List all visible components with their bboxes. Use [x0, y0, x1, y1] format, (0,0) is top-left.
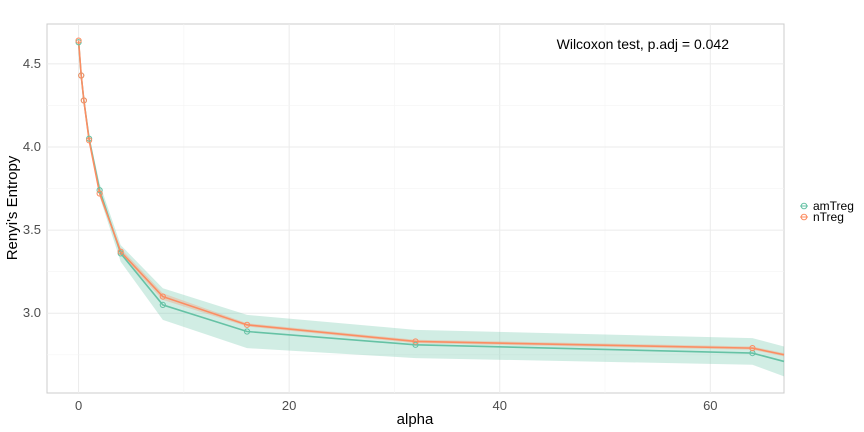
wilcoxon-annotation: Wilcoxon test, p.adj = 0.042 — [557, 36, 730, 52]
series-lines — [77, 40, 785, 363]
y-tick-label: 3.5 — [23, 222, 41, 237]
amTreg-point — [159, 301, 166, 309]
y-axis-title: Renyi's Entropy — [4, 155, 21, 260]
grid-lines — [47, 24, 784, 393]
y-tick-label: 4.0 — [23, 139, 41, 154]
nTreg-point — [412, 338, 419, 345]
nTreg-point — [159, 293, 166, 300]
x-tick-label: 20 — [282, 398, 296, 413]
nTreg-point — [78, 72, 85, 79]
x-tick-label: 40 — [492, 398, 506, 413]
plot-panel — [46, 23, 785, 394]
nTreg-point — [86, 137, 93, 144]
amTreg-confidence-band — [78, 38, 785, 377]
y-tick-label: 4.5 — [23, 56, 41, 71]
series-points — [75, 37, 756, 357]
axis-ticks: 0 20 40 60 3.0 3.5 4.0 4.5 — [23, 56, 718, 413]
y-tick-label: 3.0 — [23, 305, 41, 320]
nTreg-point — [117, 248, 124, 255]
nTreg-point — [80, 97, 87, 104]
nTreg-point — [96, 190, 103, 197]
nTreg-legend-label: nTreg — [813, 210, 844, 224]
amTreg-point — [243, 328, 251, 335]
amTreg-legend-label: amTreg — [813, 199, 854, 213]
nTreg-line — [77, 40, 785, 356]
amTreg-point — [96, 187, 103, 194]
x-tick-label: 0 — [75, 398, 82, 413]
nTreg-point — [749, 345, 756, 352]
confidence-bands — [78, 38, 785, 377]
amTreg-point — [412, 341, 419, 348]
nTreg-point — [75, 37, 82, 44]
x-axis-title: alpha — [397, 411, 434, 428]
nTreg-point — [243, 321, 251, 328]
x-tick-label: 60 — [703, 398, 717, 413]
